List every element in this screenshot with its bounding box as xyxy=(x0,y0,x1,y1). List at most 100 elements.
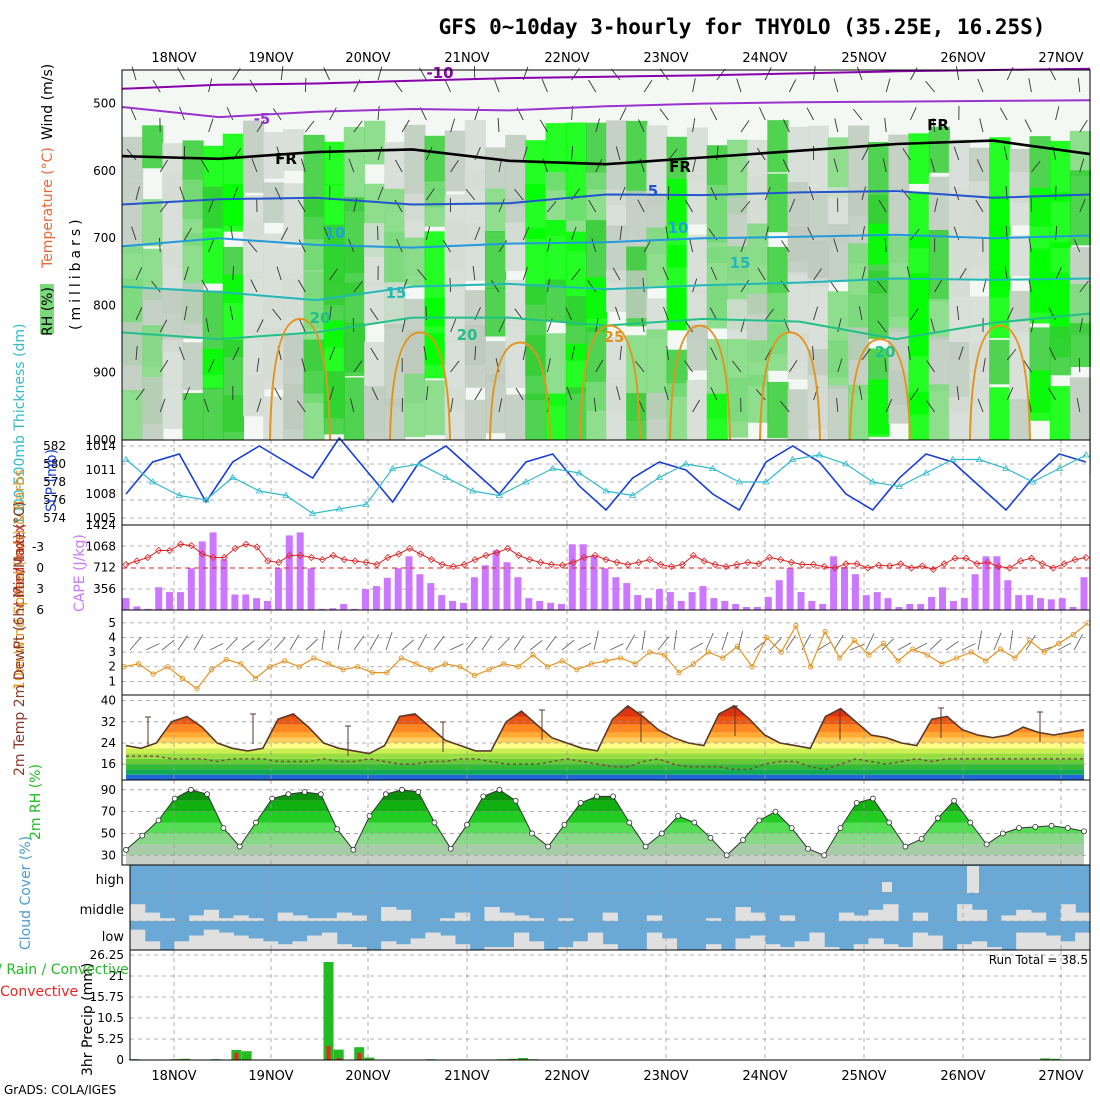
wind-speed-point xyxy=(851,637,857,644)
wind-barb xyxy=(979,118,984,133)
cloud-cell-middle xyxy=(381,907,397,921)
wind-barb xyxy=(861,226,865,241)
rh-point xyxy=(577,800,584,806)
rh-cell xyxy=(545,172,567,236)
lifted-index-point xyxy=(482,551,490,559)
cape-bar xyxy=(525,598,533,610)
lifted-index-point xyxy=(613,558,621,566)
wind-barb xyxy=(926,400,935,413)
wind-speed-point xyxy=(530,652,536,658)
rh-cell xyxy=(222,274,244,357)
cape-bar xyxy=(819,604,827,610)
rh-cell xyxy=(1009,235,1031,276)
wind-barb xyxy=(956,306,960,321)
lifted-tick: 6 xyxy=(36,603,44,617)
wind-barb xyxy=(377,146,383,161)
thickness-point xyxy=(362,500,370,507)
cape-bar xyxy=(1058,598,1066,610)
rh-cell xyxy=(646,125,668,206)
rh-point xyxy=(1064,825,1071,831)
thickness-point xyxy=(148,478,157,485)
rh-cell xyxy=(686,324,708,371)
rh-cell xyxy=(343,377,365,442)
wind-speed-point xyxy=(238,661,244,667)
rh-cell xyxy=(928,176,950,238)
wind-barb xyxy=(353,360,363,373)
lifted-index-point xyxy=(296,551,305,559)
wind-barb xyxy=(930,318,936,333)
precip-tick: 15.75 xyxy=(90,990,124,1004)
wind-barb xyxy=(595,118,601,133)
cape-bar xyxy=(928,596,936,610)
rh-point xyxy=(464,821,470,828)
wind-barb xyxy=(953,146,960,161)
surface-barb xyxy=(209,642,224,651)
wind-speed-point xyxy=(676,669,682,676)
cape-bar xyxy=(797,592,805,610)
thickness-point xyxy=(308,509,317,516)
rh-cell xyxy=(384,324,406,408)
wind-barb xyxy=(1003,146,1008,161)
wind-barb xyxy=(740,280,750,293)
lifted-index-point xyxy=(907,564,916,572)
rh-cell xyxy=(142,377,164,450)
wind-barb xyxy=(619,186,626,201)
warm-contour xyxy=(579,324,641,441)
rh-point xyxy=(1081,828,1087,835)
rh-cell xyxy=(182,342,204,391)
rh-point xyxy=(252,819,259,826)
cape-bar xyxy=(623,583,631,610)
wind-barb xyxy=(571,346,575,361)
cloud-cell-middle xyxy=(130,904,146,921)
wind-barb xyxy=(450,360,460,373)
rh-cell xyxy=(888,134,910,192)
cape-bar xyxy=(351,608,359,610)
wind-barb xyxy=(297,279,306,293)
wind-barb xyxy=(1078,357,1081,373)
date-label: 22NOV xyxy=(544,1069,589,1084)
wind-barb xyxy=(256,119,265,133)
pressure-tick: 600 xyxy=(93,164,116,178)
lifted-index-point xyxy=(864,564,872,572)
lifted-index-point xyxy=(667,563,676,571)
wind-barb xyxy=(858,306,863,321)
rh-point xyxy=(805,845,811,852)
slp-thickness-panel: 574 576 578 580 582 1005 1008 1011 1014 1000-500… xyxy=(12,324,1091,526)
cloud-cell-low xyxy=(883,944,899,950)
thickness-point xyxy=(655,473,664,480)
wind-barb xyxy=(975,199,984,213)
cape-tick: 356 xyxy=(93,582,116,596)
rh-cell xyxy=(545,220,567,287)
surface-barb xyxy=(417,634,427,651)
wind-speed-point xyxy=(822,628,828,635)
cloud-cell-low xyxy=(809,932,825,950)
lifted-index-point xyxy=(1016,557,1025,565)
lifted-index-point xyxy=(286,551,294,559)
wind-barb xyxy=(664,386,669,401)
rh-cell xyxy=(1069,284,1091,334)
wind-speed-point xyxy=(574,667,580,673)
wind-barb xyxy=(571,145,574,161)
temp-band xyxy=(126,753,1084,759)
wind-tick: 4 xyxy=(108,630,116,644)
date-label: 24NOV xyxy=(742,51,787,66)
rh-cell xyxy=(686,379,708,451)
wind-barb xyxy=(401,278,408,293)
lifted-index-point xyxy=(940,560,948,568)
wind-barb xyxy=(498,319,506,333)
date-label: 20NOV xyxy=(345,1069,390,1084)
lifted-index-point xyxy=(929,565,937,573)
wind-barb xyxy=(861,348,871,361)
cape-bar xyxy=(710,598,718,610)
rh-cell xyxy=(686,127,708,183)
wind-barb xyxy=(515,387,524,401)
wind-barb xyxy=(301,358,306,373)
surface-barb xyxy=(465,636,477,651)
contour-label: 15 xyxy=(730,254,751,272)
rh-cell xyxy=(364,120,386,165)
cape-bar xyxy=(264,601,271,610)
lifted-index-point xyxy=(547,560,556,569)
wind-barb xyxy=(637,119,645,133)
cloud-cell-high xyxy=(967,866,979,893)
surface-barb xyxy=(609,643,624,651)
